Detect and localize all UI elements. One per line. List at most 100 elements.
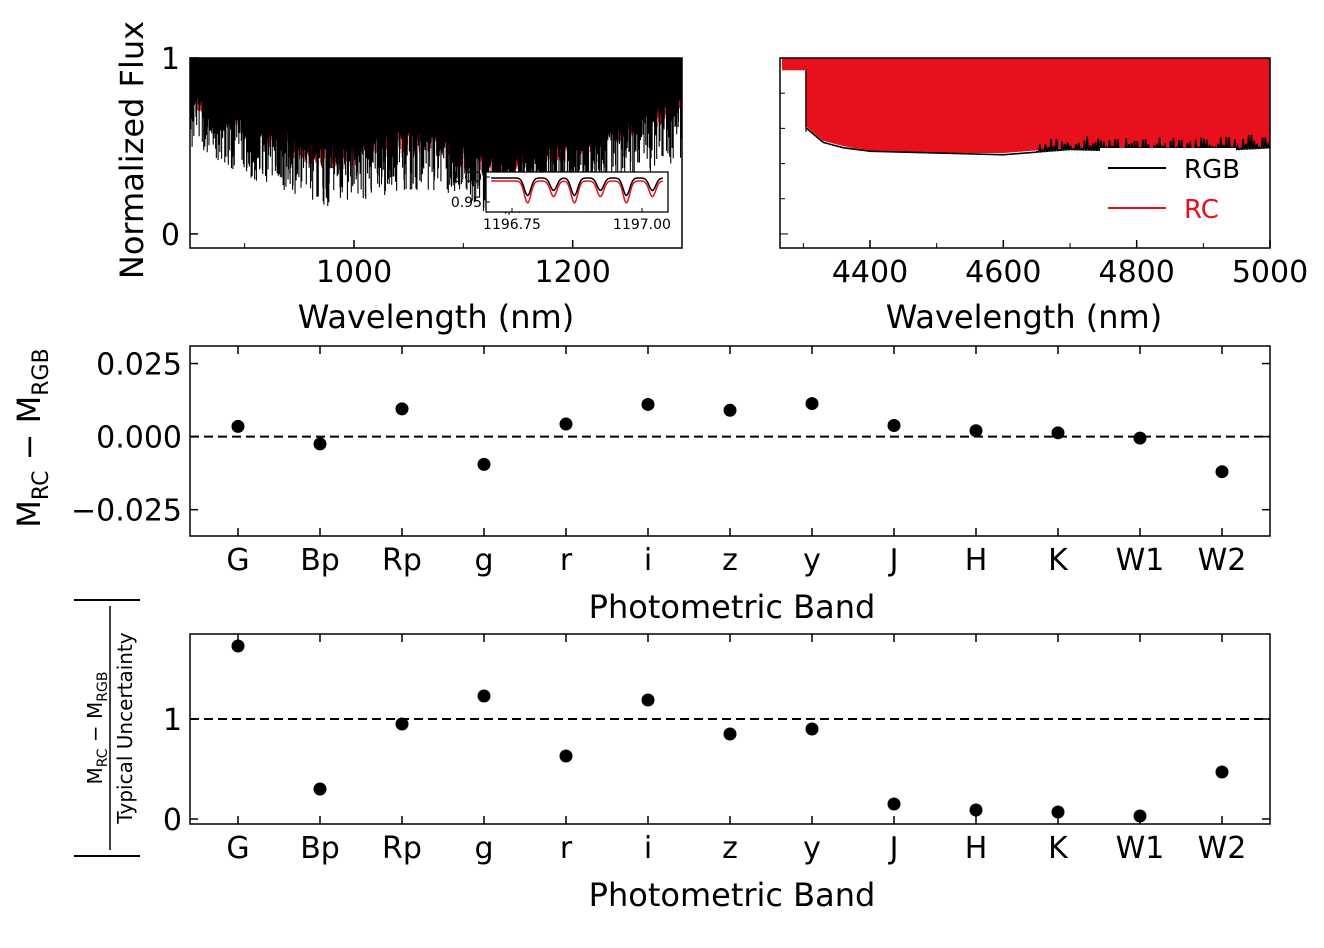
data-point bbox=[1051, 805, 1065, 819]
xtick-label: z bbox=[722, 831, 738, 866]
data-point bbox=[395, 402, 409, 416]
significance-xlabel: Photometric Band bbox=[589, 876, 876, 914]
data-point bbox=[477, 457, 491, 471]
xtick-label: Bp bbox=[300, 543, 340, 578]
data-point bbox=[231, 419, 245, 433]
spectrum-left-panel: 1000 1200 0 1 Wavelength (nm) Normalized Fl… bbox=[113, 21, 683, 336]
spectrum-right-xlabel: Wavelength (nm) bbox=[886, 298, 1162, 336]
legend-label-rc: RC bbox=[1184, 195, 1219, 225]
data-point bbox=[1133, 431, 1147, 445]
ylabel-sub-rgb: RGB bbox=[29, 348, 54, 395]
delta-mag-panel: G Bp Rp g r i z y J H K W1 W2 0.025 0.000 −0.025 Photom… bbox=[10, 345, 1271, 626]
spectrum-left-series-rgb bbox=[190, 58, 682, 215]
data-point bbox=[313, 437, 327, 451]
delta-mag-xlabel: Photometric Band bbox=[589, 588, 876, 626]
sig-num-minus: − M bbox=[83, 702, 107, 749]
xtick-label: z bbox=[722, 543, 738, 578]
xtick-label: W2 bbox=[1198, 831, 1247, 866]
xtick-label: r bbox=[560, 831, 573, 866]
xtick-label: g bbox=[474, 831, 493, 866]
xtick-label: 1200 bbox=[534, 255, 610, 290]
significance-plot: G Bp Rp g r i z y J H K W1 W2 1 0 bbox=[163, 634, 1270, 866]
data-point bbox=[1215, 765, 1229, 779]
xtick-label: y bbox=[803, 543, 821, 578]
xtick-label: g bbox=[474, 543, 493, 578]
spectrum-left-xlabel: Wavelength (nm) bbox=[298, 298, 574, 336]
inset-frame bbox=[485, 171, 669, 213]
ytick-label: 1 bbox=[161, 42, 180, 77]
spectrum-left-ticks: 1000 1200 0 1 bbox=[161, 42, 683, 290]
data-point bbox=[805, 722, 819, 736]
spectrum-right-series-rc bbox=[805, 58, 1270, 153]
spectrum-right-frame bbox=[779, 57, 1271, 249]
data-point bbox=[313, 782, 327, 796]
xtick-label: 4800 bbox=[1098, 255, 1174, 290]
xtick-label: W2 bbox=[1198, 543, 1247, 578]
xtick-label: G bbox=[226, 543, 249, 578]
ytick-label: 1 bbox=[163, 703, 182, 738]
data-point bbox=[887, 797, 901, 811]
delta-mag-plot: G Bp Rp g r i z y J H K W1 W2 0.025 0.000 −0.025 bbox=[71, 346, 1270, 578]
data-point bbox=[1051, 426, 1065, 440]
legend: RGB RC bbox=[1100, 148, 1240, 228]
ylabel-m1: M bbox=[10, 500, 48, 528]
data-point bbox=[641, 397, 655, 411]
data-point bbox=[395, 717, 409, 731]
inset-ytick-label: 1.00 bbox=[451, 170, 482, 186]
data-point bbox=[477, 689, 491, 703]
spectrum-inset: 1196.75 1197.00 1.00 0.95 bbox=[451, 170, 671, 233]
spectrum-left-ylabel: Normalized Flux bbox=[113, 21, 151, 279]
xtick-label: H bbox=[965, 543, 988, 578]
xtick-label: 4400 bbox=[832, 255, 908, 290]
ytick-label: 0.025 bbox=[96, 348, 182, 383]
data-point bbox=[1215, 465, 1229, 479]
spectrum-right-panel: 4400 4600 4800 5000 Wavelength (nm) RGB RC bbox=[779, 57, 1308, 336]
spectrum-right-ticks: 4400 4600 4800 5000 bbox=[780, 57, 1308, 290]
inset-xtick-label: 1197.00 bbox=[613, 217, 671, 233]
xtick-label: 1000 bbox=[316, 255, 392, 290]
significance-panel: G Bp Rp g r i z y J H K W1 W2 1 0 Photometric Band MRC… bbox=[74, 599, 1271, 914]
data-point bbox=[559, 417, 573, 431]
xtick-label: J bbox=[888, 831, 899, 866]
inset-series-rgb bbox=[491, 177, 663, 197]
data-point bbox=[887, 419, 901, 433]
xtick-label: Rp bbox=[382, 543, 422, 578]
xtick-label: r bbox=[560, 543, 573, 578]
xtick-label: G bbox=[226, 831, 249, 866]
sig-num-sub-rgb: RGB bbox=[95, 672, 111, 702]
ytick-label: 0 bbox=[161, 218, 180, 253]
legend-label-rgb: RGB bbox=[1184, 155, 1240, 185]
data-point bbox=[231, 639, 245, 653]
inset-ytick-label: 0.95 bbox=[451, 195, 482, 211]
xtick-label: i bbox=[644, 831, 652, 866]
spectrum-left-plot bbox=[190, 58, 682, 215]
svg-text:MRC − MRGB: MRC − MRGB bbox=[10, 348, 54, 527]
data-point bbox=[723, 403, 737, 417]
xtick-label: Bp bbox=[300, 831, 340, 866]
xtick-label: 4600 bbox=[965, 255, 1041, 290]
data-point bbox=[969, 803, 983, 817]
spectrum-right-plot bbox=[782, 58, 1270, 156]
data-point bbox=[641, 693, 655, 707]
xtick-label: i bbox=[644, 543, 652, 578]
svg-text:MRC − MRGB: MRC − MRGB bbox=[83, 672, 111, 785]
xtick-label: Rp bbox=[382, 831, 422, 866]
data-point bbox=[969, 424, 983, 438]
data-point bbox=[1133, 809, 1147, 823]
xtick-label: K bbox=[1048, 831, 1069, 866]
spectrum-right-rc-edge bbox=[782, 58, 806, 71]
spectrum-left-frame bbox=[189, 57, 683, 249]
xtick-label: J bbox=[888, 543, 899, 578]
legend-background bbox=[1100, 148, 1236, 228]
sig-denominator: Typical Uncertainty bbox=[113, 632, 137, 824]
ytick-label: 0 bbox=[163, 803, 182, 838]
xtick-label: 5000 bbox=[1232, 255, 1308, 290]
sig-num-sub-rc: RC bbox=[95, 748, 111, 767]
significance-ylabel: MRC − MRGB Typical Uncertainty bbox=[74, 599, 140, 857]
inset-xtick-label: 1196.75 bbox=[483, 217, 541, 233]
delta-mag-frame bbox=[189, 345, 1271, 537]
xtick-label: W1 bbox=[1116, 543, 1165, 578]
xtick-label: y bbox=[803, 831, 821, 866]
inset-series-rc bbox=[491, 180, 663, 204]
